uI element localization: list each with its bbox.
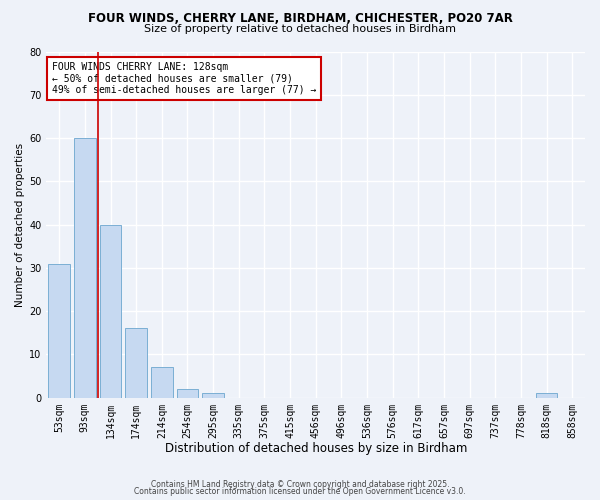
Text: FOUR WINDS CHERRY LANE: 128sqm
← 50% of detached houses are smaller (79)
49% of : FOUR WINDS CHERRY LANE: 128sqm ← 50% of …	[52, 62, 316, 95]
Bar	[125, 328, 147, 398]
Text: FOUR WINDS, CHERRY LANE, BIRDHAM, CHICHESTER, PO20 7AR: FOUR WINDS, CHERRY LANE, BIRDHAM, CHICHE…	[88, 12, 512, 26]
Text: Contains public sector information licensed under the Open Government Licence v3: Contains public sector information licen…	[134, 487, 466, 496]
Bar	[202, 394, 224, 398]
Bar	[74, 138, 96, 398]
Y-axis label: Number of detached properties: Number of detached properties	[15, 142, 25, 306]
Bar	[49, 264, 70, 398]
Text: Size of property relative to detached houses in Birdham: Size of property relative to detached ho…	[144, 24, 456, 34]
Bar	[100, 224, 121, 398]
Bar	[151, 368, 173, 398]
Text: Contains HM Land Registry data © Crown copyright and database right 2025.: Contains HM Land Registry data © Crown c…	[151, 480, 449, 489]
Bar	[536, 394, 557, 398]
Bar	[176, 389, 199, 398]
X-axis label: Distribution of detached houses by size in Birdham: Distribution of detached houses by size …	[164, 442, 467, 455]
